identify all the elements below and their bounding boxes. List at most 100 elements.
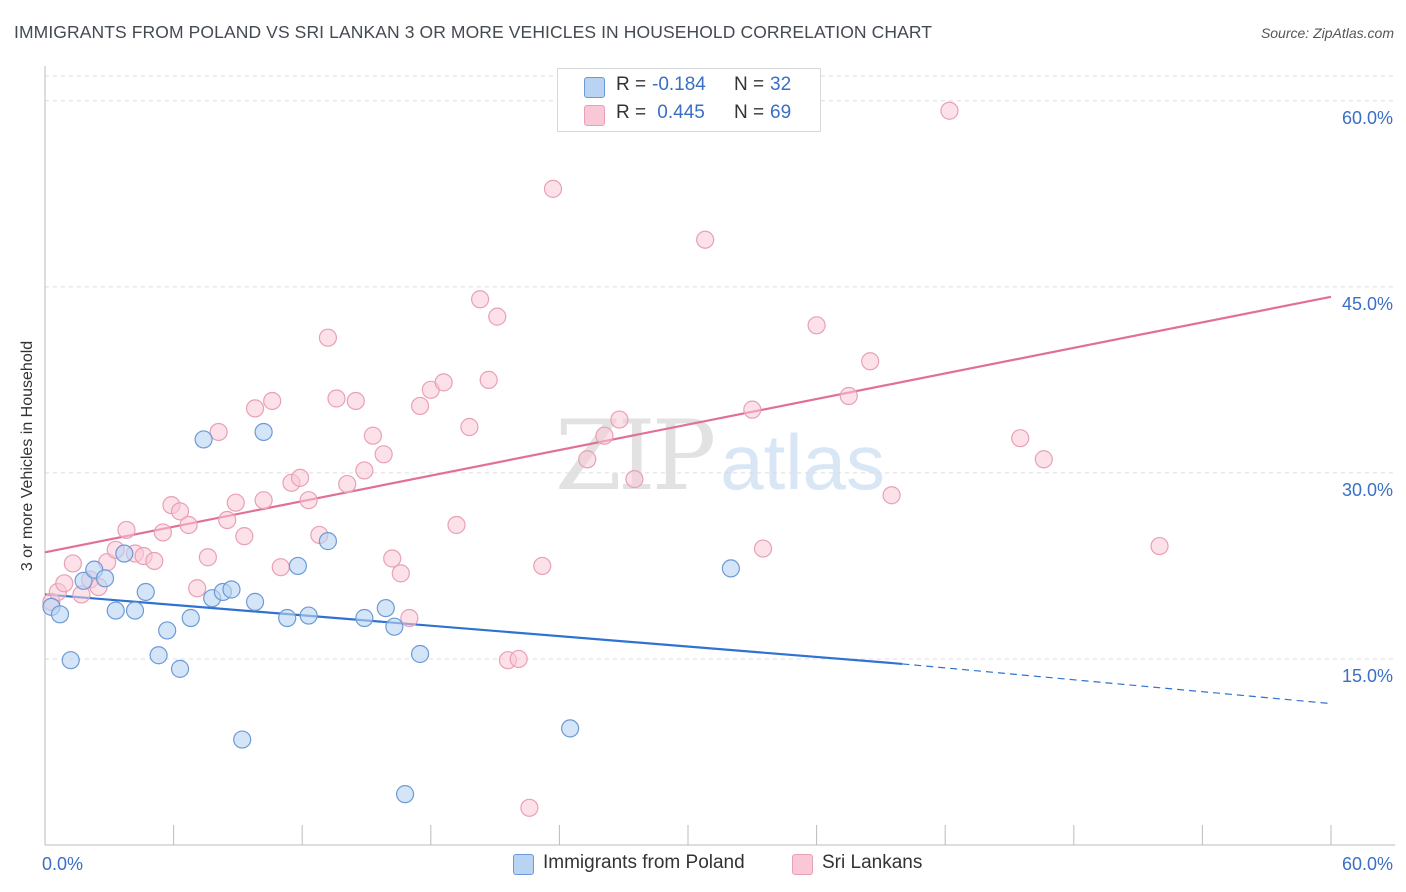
correlation-legend: R = -0.184 N = 32 R = 0.445 N = 69 xyxy=(557,68,821,132)
srilanka-point xyxy=(533,556,552,576)
srilanka-point xyxy=(543,179,563,198)
srilanka-point xyxy=(198,548,217,567)
poland-point xyxy=(106,601,125,620)
srilanka-point xyxy=(882,486,901,505)
srilanka-point xyxy=(271,558,290,577)
poland-point xyxy=(299,606,318,625)
poland-point xyxy=(170,659,190,678)
srilanka-trend-line xyxy=(44,295,1332,554)
srilanka-point xyxy=(434,373,453,392)
srilanka-point xyxy=(226,493,245,512)
srilanka-point xyxy=(807,316,826,335)
srilanka-point xyxy=(355,461,374,480)
poland-legend-label: Immigrants from Poland xyxy=(543,852,745,873)
srilanka-point xyxy=(363,426,383,445)
poland-legend-swatch xyxy=(513,854,534,875)
poland-point xyxy=(410,644,430,664)
srilanka-point xyxy=(374,445,393,464)
srilanka-point xyxy=(299,491,318,510)
poland-point xyxy=(254,422,273,442)
srilanka-point xyxy=(1150,536,1169,556)
srilanka-point xyxy=(410,396,430,416)
srilanka-point xyxy=(460,417,479,437)
srilanka-point xyxy=(578,450,597,469)
poland-point xyxy=(115,544,134,563)
srilanka-point xyxy=(1011,429,1030,448)
srilanka-point xyxy=(447,515,466,535)
poland-point xyxy=(395,785,415,804)
srilanka-point xyxy=(470,290,490,309)
srilanka-point xyxy=(861,352,880,371)
axes xyxy=(44,66,1395,846)
poland-point xyxy=(181,608,200,628)
x-tick-label-max: 60.0% xyxy=(1342,854,1393,874)
srilanka-legend-label: Sri Lankans xyxy=(822,852,923,873)
poland-point xyxy=(318,532,338,551)
poland-point xyxy=(95,569,115,588)
srilanka-point xyxy=(610,410,629,429)
srilanka-point xyxy=(263,391,282,411)
poland-trend-extension xyxy=(902,663,1332,705)
srilanka-point xyxy=(153,523,172,542)
srilanka-point xyxy=(117,520,136,540)
srilanka-point xyxy=(327,389,346,408)
r-label: R = xyxy=(616,102,647,123)
poland-swatch xyxy=(584,77,605,98)
poland-point xyxy=(278,608,297,628)
srilanka-point xyxy=(743,400,762,419)
y-tick-label: 30.0% xyxy=(1342,480,1393,500)
srilanka-point xyxy=(346,391,365,411)
poland-point xyxy=(136,582,155,602)
srilanka-point xyxy=(940,101,959,120)
srilanka-point xyxy=(55,574,74,593)
srilanka-point xyxy=(839,386,858,406)
r-label: R = xyxy=(616,74,647,95)
y-tick-label: 15.0% xyxy=(1342,666,1393,686)
y-axis-label: 3 or more Vehicles in Household xyxy=(19,340,36,572)
srilanka-point xyxy=(209,422,228,442)
poland-point xyxy=(61,651,80,670)
srilanka-point xyxy=(520,798,539,817)
poland-point xyxy=(222,580,241,599)
srilanka-point xyxy=(170,502,190,521)
poland-point xyxy=(288,556,308,576)
poland-point xyxy=(194,430,213,449)
srilanka-point xyxy=(753,539,773,558)
poland-point xyxy=(50,605,70,624)
srilanka-point xyxy=(338,474,357,494)
poland-point xyxy=(74,571,93,590)
srilanka-point xyxy=(245,399,265,418)
poland-trend-line xyxy=(44,593,903,666)
srilanka-point xyxy=(391,564,410,583)
srilanka-point xyxy=(383,549,402,568)
srilanka-point xyxy=(179,515,198,535)
poland-point xyxy=(125,601,145,620)
srilanka-point xyxy=(254,491,273,510)
n-value: 69 xyxy=(770,102,792,123)
srilanka-point xyxy=(188,579,207,598)
srilanka-point xyxy=(290,468,310,487)
srilanka-point xyxy=(488,307,507,326)
poland-point xyxy=(233,730,252,749)
poland-point xyxy=(721,559,740,578)
source-label: Source: ZipAtlas.com xyxy=(1260,25,1394,41)
y-tick-label: 60.0% xyxy=(1342,108,1393,128)
grid-lines xyxy=(45,75,1395,660)
poland-point xyxy=(158,621,177,640)
srilanka-point xyxy=(625,470,644,489)
srilanka-point xyxy=(235,527,254,546)
srilanka-point xyxy=(509,649,528,669)
poland-point xyxy=(149,646,168,665)
srilanka-point xyxy=(400,608,419,628)
y-tick-label: 45.0% xyxy=(1342,294,1393,314)
srilanka-point xyxy=(1034,450,1053,469)
poland-point xyxy=(385,617,404,636)
srilanka-point xyxy=(318,328,338,347)
srilanka-point xyxy=(479,370,498,389)
srilanka-legend-swatch xyxy=(792,854,813,875)
srilanka-point xyxy=(595,426,614,445)
tick-labels: 15.0% 30.0% 45.0% 60.0% 0.0% 60.0% xyxy=(42,108,1393,874)
chart-title: IMMIGRANTS FROM POLAND VS SRI LANKAN 3 O… xyxy=(14,22,933,42)
srilanka-point xyxy=(218,510,237,530)
